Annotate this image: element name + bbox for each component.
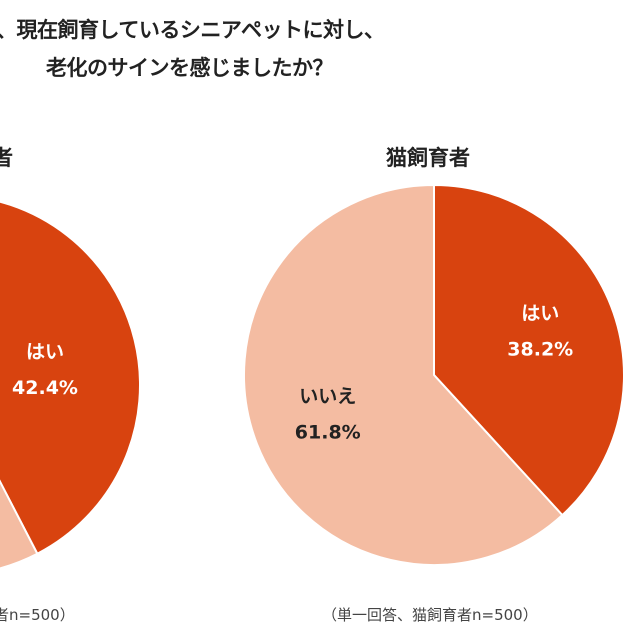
chart-title-line-2: 老化のサインを感じましたか？ xyxy=(46,56,334,80)
right-pie-slice-no xyxy=(243,183,564,566)
right-pie-footnote: （単一回答、猫飼育者n=500） xyxy=(322,606,538,624)
left-pie-title: 者 xyxy=(0,146,13,170)
left-pie-slice-no xyxy=(0,479,39,570)
right-pie-yes-value: 38.2% xyxy=(507,339,573,361)
left-pie-yes-value: 42.4% xyxy=(12,377,78,399)
right-pie-no-label: いいえ xyxy=(299,385,356,407)
right-pie-title: 猫飼育者 xyxy=(386,146,470,170)
right-pie-yes-label: はい xyxy=(521,303,559,325)
right-pie-slice-yes xyxy=(433,183,625,517)
left-pie-slice-yes xyxy=(0,200,141,556)
right-pie-no-value: 61.8% xyxy=(295,421,361,443)
left-pie-footnote: 者n=500） xyxy=(0,606,75,624)
left-pie-yes-label: はい xyxy=(26,341,64,363)
chart-title-line-1: 、現在飼育しているシニアペットに対し、 xyxy=(0,18,385,42)
